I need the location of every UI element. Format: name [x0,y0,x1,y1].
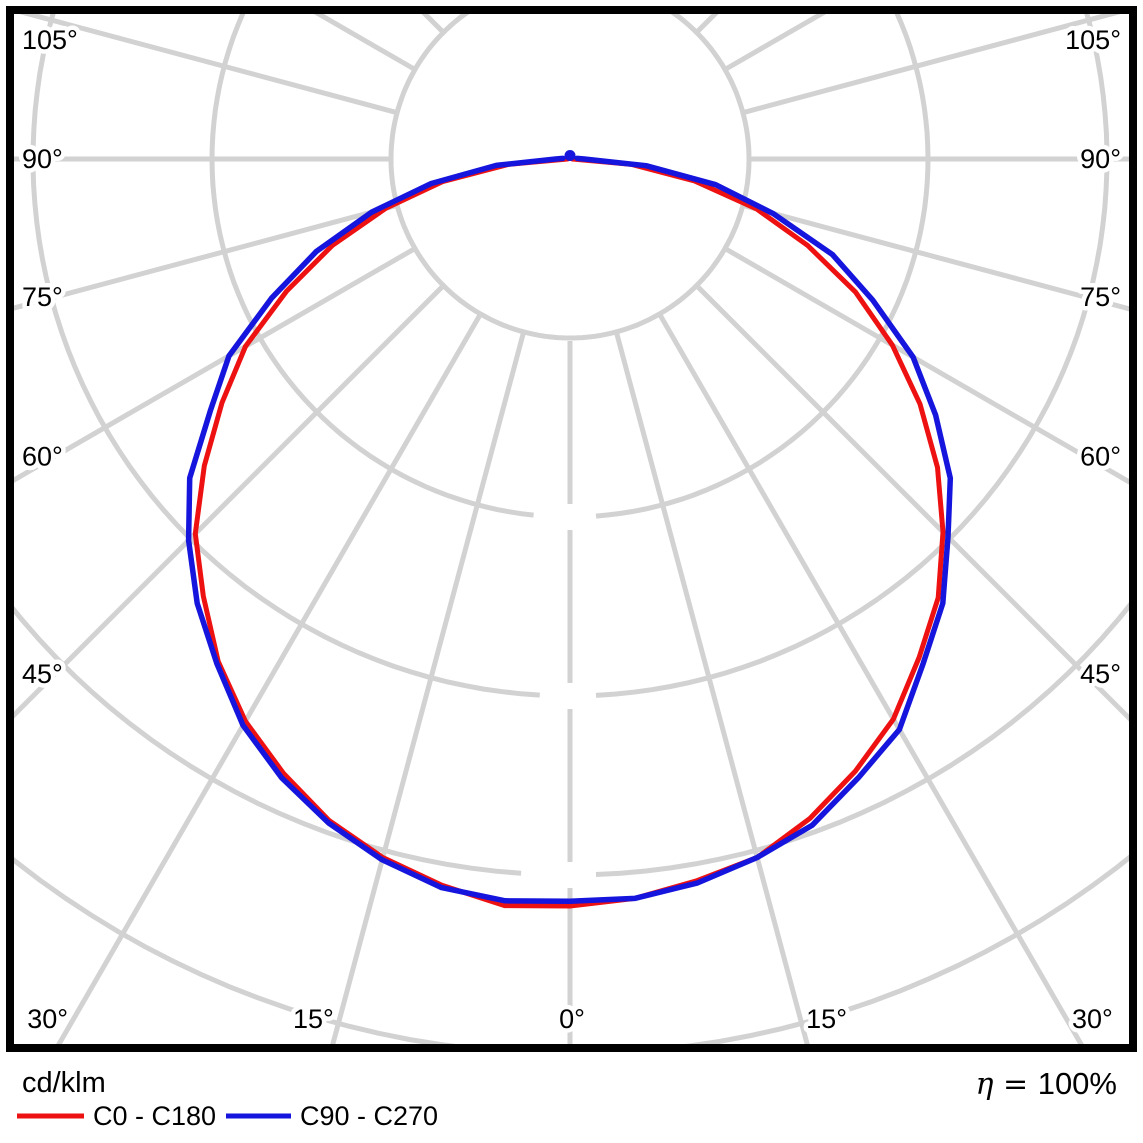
angle-label-left-30: 30° [27,1004,68,1034]
legend-label-c0-c180: C0 - C180 [93,1101,216,1131]
grid-ring-3 [30,14,1110,698]
angle-label-right-60: 60° [1080,441,1121,471]
grid-ray-right-45 [694,283,1129,722]
grid-ray-right-15 [613,331,810,1044]
grid-ray-right-75 [742,202,1129,312]
unit-label: cd/klm [22,1067,106,1099]
grid-ray-left-30 [56,312,483,1044]
legend-label-c90-c270: C90 - C270 [300,1101,438,1131]
grid-ray-left-60 [14,246,417,483]
intensity-curves [185,150,954,909]
angle-label-left-15: 15° [293,1004,334,1034]
angle-label-left-60: 60° [22,441,63,471]
grid-ring-1 [388,14,752,341]
angle-label-right-105: 105° [1065,25,1121,55]
angle-label-right-30: 30° [1072,1004,1113,1034]
grid-ray-right-30 [657,312,1084,1044]
grid-ray-right-105 [742,14,1121,116]
angle-label-right-15: 15° [806,1004,847,1034]
plot-border [6,6,1137,1052]
efficiency-symbol: η = [976,1067,1038,1102]
grid-ray-left-75 [14,202,398,311]
efficiency-label: η = 100% [976,1066,1117,1102]
grid-ray-left-45 [14,283,446,719]
angle-label-right-45: 45° [1080,659,1121,689]
grid-ray-right-60 [723,246,1129,485]
grid-ray-left-150 [0,0,481,4]
angle-label-left-75: 75° [22,282,63,312]
angle-label-right-90: 90° [1080,144,1121,174]
grid-ray-left-105 [19,14,398,116]
angle-label-right-75: 75° [1080,282,1121,312]
curve-c0-c180 [192,156,946,909]
angle-label-left-45: 45° [22,659,63,689]
curve-c90-c270 [185,155,954,905]
grid-ray-left-15 [330,331,527,1044]
grid-ray-right-150 [660,0,1143,4]
angle-label-left-90: 90° [22,144,63,174]
curve-center-marker [564,150,576,161]
angle-labels: 0° 15° 15° 30° 30° 45° 45° 60° 60° 75° 75° 90° 90° 10… [18,21,1126,1039]
legend: C0 - C180 C90 - C270 [17,1101,438,1131]
efficiency-value: 100% [1038,1066,1117,1101]
angle-label-0: 0° [559,1004,585,1034]
angle-label-left-105: 105° [22,25,78,55]
